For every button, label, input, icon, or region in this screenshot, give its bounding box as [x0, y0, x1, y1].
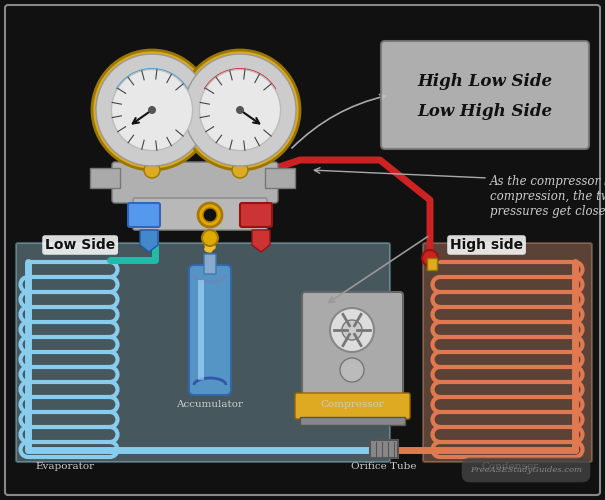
Circle shape	[111, 70, 192, 150]
Text: Low Side: Low Side	[45, 238, 115, 252]
Text: High Low Side: High Low Side	[417, 74, 552, 90]
Circle shape	[342, 320, 362, 340]
Circle shape	[202, 230, 218, 246]
Text: As the compressor loses
compression, the two
pressures get closer.: As the compressor loses compression, the…	[490, 175, 605, 218]
FancyBboxPatch shape	[133, 198, 267, 230]
Bar	[427, 258, 437, 270]
FancyBboxPatch shape	[189, 265, 231, 395]
Circle shape	[96, 54, 208, 166]
Circle shape	[180, 50, 300, 170]
FancyBboxPatch shape	[302, 292, 403, 398]
Circle shape	[203, 208, 217, 222]
Text: Evaporator: Evaporator	[36, 462, 94, 471]
Bar	[90, 168, 120, 188]
Text: FreeASEStudyGuides.com: FreeASEStudyGuides.com	[470, 466, 582, 474]
Text: Orifice Tube: Orifice Tube	[352, 462, 417, 471]
Circle shape	[148, 106, 156, 114]
FancyBboxPatch shape	[423, 243, 592, 462]
Circle shape	[232, 162, 248, 178]
Polygon shape	[252, 230, 270, 252]
Circle shape	[422, 250, 438, 266]
Circle shape	[92, 50, 212, 170]
Circle shape	[340, 358, 364, 382]
Bar	[300, 417, 405, 425]
FancyBboxPatch shape	[204, 254, 216, 274]
Text: Compressor: Compressor	[320, 400, 384, 409]
Bar	[198, 280, 204, 380]
Circle shape	[144, 162, 160, 178]
FancyBboxPatch shape	[381, 41, 589, 149]
FancyBboxPatch shape	[16, 243, 390, 462]
FancyBboxPatch shape	[295, 393, 410, 419]
Circle shape	[200, 70, 281, 150]
Text: Low High Side: Low High Side	[417, 104, 552, 120]
Bar	[370, 440, 398, 458]
Text: Accumulator: Accumulator	[177, 400, 243, 409]
FancyBboxPatch shape	[240, 203, 272, 227]
Circle shape	[236, 106, 244, 114]
Text: High side: High side	[450, 238, 523, 252]
Circle shape	[198, 203, 222, 227]
Polygon shape	[140, 230, 158, 252]
Text: Condenser: Condenser	[482, 462, 538, 471]
FancyBboxPatch shape	[128, 203, 160, 227]
Circle shape	[330, 308, 374, 352]
Bar	[265, 168, 295, 188]
FancyBboxPatch shape	[112, 162, 278, 203]
Circle shape	[184, 54, 296, 166]
